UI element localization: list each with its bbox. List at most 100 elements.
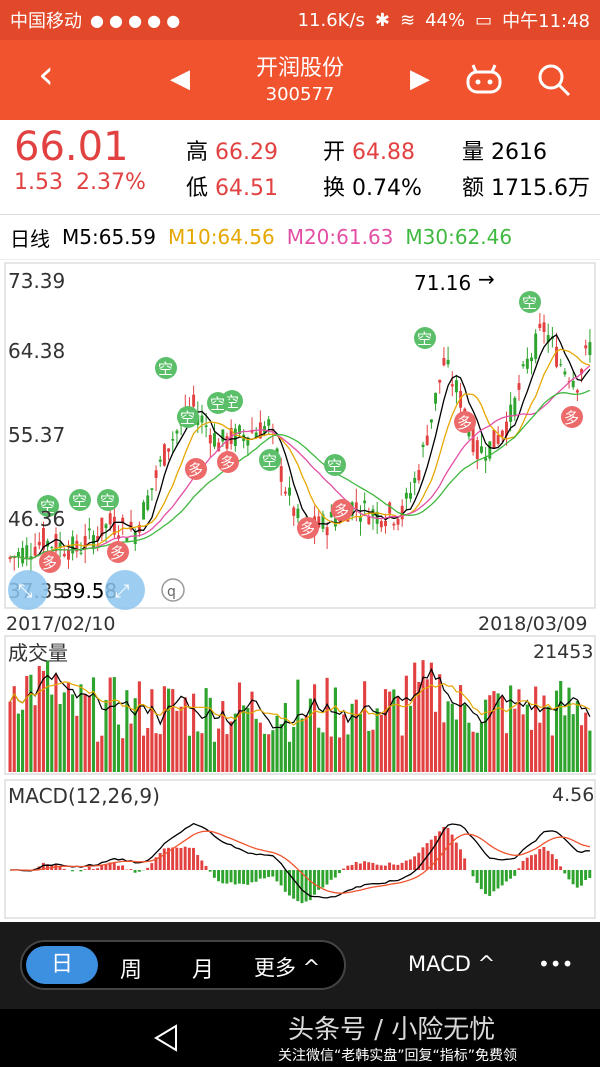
volume-bar [529, 729, 534, 772]
macd-bar [367, 862, 371, 870]
volume-bar [141, 735, 146, 772]
volume-bar [237, 682, 242, 772]
volume-bar [338, 737, 342, 772]
indicator-button[interactable]: MACD ^ [408, 952, 496, 976]
candle-body [571, 380, 575, 388]
short-badge [37, 495, 59, 517]
macd-bar [579, 870, 583, 886]
volume-bar [484, 699, 488, 772]
volume-bar [354, 699, 358, 772]
short-badge-label: 空 [72, 492, 87, 510]
volume-bar [137, 681, 141, 772]
candle-body [400, 505, 404, 520]
long-badge [331, 499, 353, 521]
candle-body [479, 446, 483, 453]
volume-bar [8, 701, 12, 772]
zoom-in-button[interactable]: ⤢ [105, 570, 145, 610]
macd-bar [438, 831, 442, 870]
tab-week[interactable]: 周 [120, 958, 143, 983]
short-badge [519, 291, 541, 313]
macd-bar [567, 870, 571, 880]
kline-chart[interactable]: 空空空 空空空空空空空空多 多多多多 多多多 73.39 64.38 55.37 46… [0, 260, 600, 922]
volume-ma10-line [9, 681, 591, 726]
macd-bar [158, 853, 162, 870]
candle-body [292, 507, 296, 516]
candle-body [133, 532, 137, 545]
more-dots-icon[interactable]: ••• [538, 952, 574, 976]
turnover-value: 0.74% [352, 176, 422, 201]
volume-bar [112, 677, 116, 772]
search-icon[interactable] [536, 62, 572, 98]
status-bar: 中国移动 ● ● ● ● ● 11.6K/s ✱ ≋ 44% ▭ 中午11:48 [0, 0, 600, 40]
battery-icon: ▭ [475, 9, 493, 31]
volume-bar [429, 662, 433, 772]
candle-body [25, 545, 29, 559]
volume-bar [116, 724, 121, 772]
volume-bar [75, 715, 79, 772]
candle-body [584, 345, 588, 349]
volume-bar [254, 718, 258, 772]
short-badge-label: 空 [262, 452, 277, 470]
back-icon[interactable]: ‹ [38, 52, 54, 98]
macd-bar [408, 859, 412, 870]
volume-bar [108, 677, 112, 772]
volume-bar [262, 733, 267, 772]
volume-bar [450, 703, 454, 772]
macd-bar [246, 870, 250, 885]
candle-body [221, 429, 225, 442]
back-nav-icon[interactable] [152, 1023, 182, 1053]
tab-month[interactable]: 月 [192, 958, 215, 983]
prev-stock-icon[interactable]: ◀ [170, 64, 190, 94]
volume-bar [567, 687, 571, 772]
volume-bar [200, 733, 204, 772]
candle-body [62, 553, 66, 557]
macd-bar [287, 870, 291, 896]
macd-bar [521, 861, 525, 870]
candle-body [200, 415, 204, 423]
volume-bar [233, 713, 237, 772]
volume-ma5-line [9, 667, 591, 729]
candle-body [146, 495, 150, 510]
volume-bar [584, 712, 588, 772]
candle-body [559, 364, 563, 366]
volume-bar [513, 708, 517, 772]
macd-bar [250, 870, 254, 883]
more-button[interactable]: 更多 ^ [254, 956, 321, 980]
candle-body [267, 419, 271, 426]
period-toolbar: 日 周 月 更多 ^ MACD ^ ••• [0, 922, 600, 1009]
macd-bar [187, 847, 191, 870]
y-label-3: 55.37 [8, 423, 65, 447]
volume-bar [79, 684, 83, 772]
macd-bar [200, 860, 204, 870]
notification-icons: ● ● ● ● ● [90, 10, 181, 30]
candle-body [417, 470, 421, 481]
robot-icon[interactable] [464, 62, 504, 98]
amount-value: 1715.6万 [491, 176, 590, 201]
volume-bar [400, 735, 404, 772]
tab-day[interactable]: 日 [26, 946, 98, 984]
candle-body [496, 434, 500, 444]
period-label[interactable]: 日线 [10, 226, 50, 251]
macd-bar [554, 859, 558, 870]
candle-body [563, 371, 567, 375]
next-stock-icon[interactable]: ▶ [410, 64, 430, 94]
volume-bar [421, 660, 425, 772]
candle-body [525, 358, 529, 369]
candle-body [459, 391, 463, 408]
macd-bar [534, 854, 538, 870]
macd-bar [292, 870, 296, 899]
volume-bar [367, 730, 371, 772]
low-row: 低 64.51 [186, 170, 278, 202]
volume-bar [554, 690, 559, 772]
volume-bar [267, 734, 271, 772]
volume-bar [308, 698, 312, 772]
network-speed: 11.6K/s [297, 9, 365, 31]
candle-body [388, 502, 392, 514]
query-button[interactable]: q [161, 578, 185, 602]
volume-max: 21453 [533, 641, 593, 663]
volume-bar [16, 713, 20, 772]
candle-body [162, 444, 166, 466]
zoom-out-button[interactable]: ⤡ [8, 570, 48, 610]
candle-body [238, 425, 241, 435]
candle-body [425, 435, 429, 445]
